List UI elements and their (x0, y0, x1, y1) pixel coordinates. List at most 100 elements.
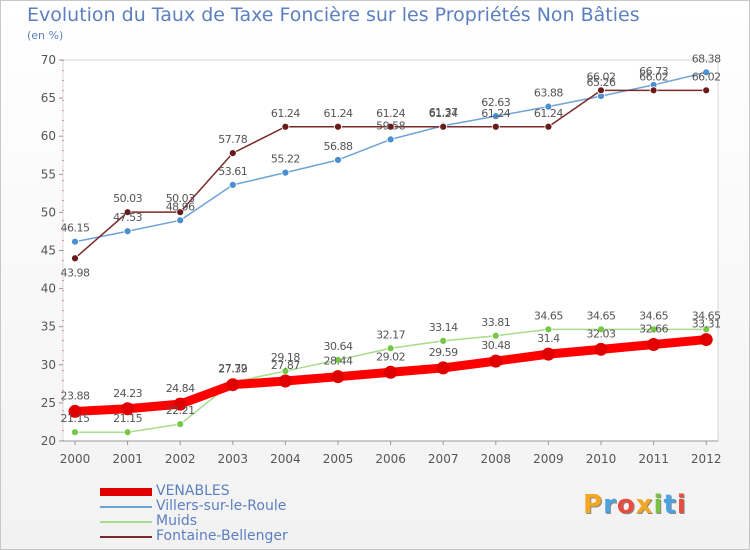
chart-title: Evolution du Taux de Taxe Foncière sur l… (27, 4, 640, 26)
chart-unit-label: (en %) (27, 29, 64, 42)
data-label: 55.22 (271, 153, 300, 166)
legend-swatch (100, 488, 152, 496)
data-label: 29.59 (429, 346, 458, 359)
data-point (123, 227, 132, 236)
data-point (228, 180, 237, 189)
data-point (702, 325, 711, 334)
data-label: 22.21 (166, 404, 195, 417)
y-tick-label: 65 (41, 91, 56, 105)
y-tick-label: 35 (41, 320, 56, 334)
data-label: 34.65 (639, 309, 668, 322)
legend-label: Fontaine-Bellenger (156, 528, 288, 544)
data-label: 62.63 (481, 96, 510, 109)
data-label: 23.88 (61, 389, 90, 402)
data-point (331, 370, 345, 384)
data-point (226, 378, 240, 392)
data-label: 61.24 (534, 107, 563, 120)
data-point (71, 254, 79, 263)
data-point (173, 397, 187, 411)
data-label: 34.65 (692, 309, 721, 322)
data-label: 30.48 (481, 339, 510, 352)
data-point (436, 361, 450, 375)
data-point (334, 122, 342, 131)
data-point (176, 208, 185, 217)
data-point (121, 402, 135, 416)
x-tick-label: 2011 (638, 452, 669, 466)
data-label: 61.24 (481, 107, 510, 120)
data-label: 50.03 (113, 192, 142, 205)
y-tick-label: 30 (41, 358, 56, 372)
x-tick-label: 2004 (270, 452, 301, 466)
data-point (281, 122, 290, 131)
data-label: 65.26 (587, 76, 616, 89)
x-tick-label: 2009 (533, 452, 564, 466)
data-label: 66.73 (639, 65, 668, 78)
y-tick-label: 50 (41, 205, 56, 219)
data-label: 32.03 (587, 327, 616, 340)
data-label: 31.4 (537, 332, 560, 345)
x-tick-label: 2005 (323, 452, 354, 466)
data-label: 28.44 (324, 355, 353, 368)
data-point (544, 325, 553, 334)
data-point (491, 331, 500, 340)
data-label: 48.96 (166, 200, 195, 213)
data-point (334, 156, 342, 164)
legend-swatch (100, 536, 152, 538)
data-label: 24.84 (166, 382, 195, 395)
data-label: 33.81 (481, 316, 510, 329)
data-point (702, 68, 711, 77)
data-label: 21.15 (61, 412, 90, 425)
legend-label: Villers-sur-le-Roule (156, 498, 287, 514)
data-point (491, 122, 500, 131)
data-point (647, 338, 661, 352)
y-tick-label: 70 (41, 53, 56, 67)
data-label: 61.24 (376, 107, 405, 120)
data-label: 43.98 (61, 266, 90, 279)
data-label: 29.18 (271, 351, 300, 364)
data-label: 53.61 (218, 165, 247, 178)
data-point (68, 404, 82, 418)
data-point (71, 237, 79, 246)
data-label: 66.02 (587, 70, 616, 83)
data-label: 59.58 (376, 119, 405, 132)
x-tick-label: 2003 (218, 452, 249, 466)
data-label: 61.24 (271, 107, 300, 120)
x-tick-label: 2001 (112, 452, 143, 466)
data-label: 27.72 (218, 362, 247, 375)
y-tick-label: 40 (41, 282, 56, 296)
data-point (176, 420, 185, 429)
data-point (123, 428, 132, 437)
legend-label: Muids (156, 513, 198, 529)
x-tick-label: 2000 (60, 452, 91, 466)
data-label: 47.53 (113, 211, 142, 224)
data-point (176, 216, 185, 225)
data-label: 66.02 (639, 70, 668, 83)
data-point (334, 356, 342, 364)
legend-swatch (100, 521, 152, 523)
data-point (278, 374, 292, 388)
data-label: 34.65 (534, 309, 563, 322)
data-label: 29.02 (376, 350, 405, 363)
data-label: 61.37 (429, 106, 458, 119)
data-point (699, 333, 713, 347)
data-point (491, 112, 500, 121)
data-point (541, 347, 555, 361)
data-point (439, 336, 448, 345)
data-label: 33.31 (692, 318, 721, 331)
x-tick-label: 2010 (586, 452, 617, 466)
data-label: 33.14 (429, 321, 458, 334)
data-point (544, 122, 553, 131)
data-point (649, 86, 658, 95)
data-point (597, 325, 605, 334)
data-label: 30.64 (324, 340, 353, 353)
data-point (702, 86, 711, 95)
y-tick-label: 60 (41, 129, 56, 143)
data-label: 46.15 (61, 222, 90, 235)
data-label: 24.23 (113, 387, 142, 400)
data-label: 50.03 (166, 192, 195, 205)
data-point (384, 365, 398, 379)
y-tick-label: 25 (41, 396, 56, 410)
y-tick-label: 45 (41, 244, 56, 258)
proxiti-logo: Proxiti (583, 490, 687, 520)
